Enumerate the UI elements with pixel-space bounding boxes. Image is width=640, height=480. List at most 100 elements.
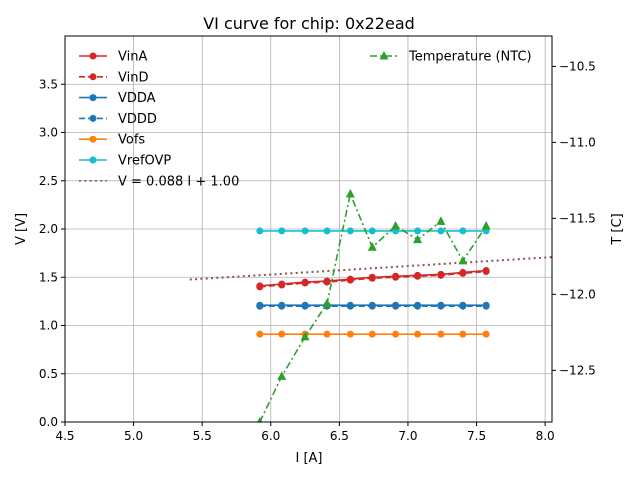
data-point xyxy=(414,272,422,280)
data-point xyxy=(346,302,354,310)
legend-label: VDDD xyxy=(118,112,157,127)
y2-axis: −10.5 −11.0 −11.5 −12.0 −12.5 xyxy=(552,59,596,377)
legend-label: V = 0.088 I + 1.00 xyxy=(118,174,239,189)
data-point xyxy=(256,330,264,338)
legend-label: VinD xyxy=(118,70,148,85)
y-tick-label: 0.5 xyxy=(39,367,58,381)
legend-label: VrefOVP xyxy=(118,154,171,169)
x-tick-label: 6.5 xyxy=(330,429,349,443)
legend-label: VDDA xyxy=(118,91,156,106)
data-point xyxy=(278,330,286,338)
legend-marker xyxy=(89,94,97,102)
data-point xyxy=(346,276,354,284)
legend-label: Vofs xyxy=(118,133,145,148)
legend-marker xyxy=(89,114,97,122)
data-point xyxy=(256,302,264,310)
data-point xyxy=(436,216,446,225)
data-point xyxy=(482,302,490,310)
y-tick-label: 2.0 xyxy=(39,222,58,236)
data-point xyxy=(413,234,423,244)
y2-tick-label: −11.0 xyxy=(559,135,596,149)
y2-axis-label: T [C] xyxy=(610,213,625,245)
legend-marker xyxy=(89,135,97,143)
data-point xyxy=(459,330,467,338)
y-tick-label: 3.5 xyxy=(39,77,58,91)
data-point xyxy=(414,302,422,310)
data-point xyxy=(368,302,376,310)
legend-marker xyxy=(89,156,97,164)
data-point xyxy=(256,283,264,291)
legend: VinA VinD VDDA VDDD Vofs VrefOVP V = 0.088 I +… xyxy=(79,50,239,189)
y-tick-label: 3.0 xyxy=(39,126,58,140)
data-point xyxy=(301,227,309,235)
data-point xyxy=(391,220,401,230)
data-point xyxy=(414,227,422,235)
x-axis: 4.5 5.0 5.5 6.0 6.5 7.0 7.5 8.0 xyxy=(55,422,555,443)
data-point xyxy=(368,330,376,338)
plot-area xyxy=(189,189,552,422)
series-group xyxy=(189,189,552,422)
data-point xyxy=(437,227,445,235)
data-point xyxy=(323,278,331,286)
data-point xyxy=(392,330,400,338)
y-tick-label: 2.5 xyxy=(39,174,58,188)
data-point xyxy=(345,189,355,198)
x-tick-label: 7.5 xyxy=(467,429,486,443)
x-tick-label: 5.5 xyxy=(193,429,212,443)
y-tick-label: 1.5 xyxy=(39,270,58,284)
data-point xyxy=(459,227,467,235)
y-axis-label: V [V] xyxy=(14,213,29,245)
x-tick-label: 5.0 xyxy=(124,429,143,443)
data-point xyxy=(459,269,467,277)
x-tick-label: 7.0 xyxy=(398,429,417,443)
data-point xyxy=(300,331,310,341)
data-point xyxy=(437,302,445,310)
data-point xyxy=(256,227,264,235)
data-point xyxy=(278,281,286,289)
x-tick-label: 6.0 xyxy=(261,429,280,443)
data-point xyxy=(414,330,422,338)
data-point xyxy=(277,371,287,380)
data-point xyxy=(301,302,309,310)
legend-marker xyxy=(89,73,97,81)
fit-line xyxy=(189,256,552,281)
data-point xyxy=(368,227,376,235)
y2-tick-label: −12.0 xyxy=(559,287,596,301)
data-point xyxy=(323,330,331,338)
data-point xyxy=(368,274,376,282)
x-tick-label: 8.0 xyxy=(536,429,555,443)
data-point xyxy=(482,330,490,338)
data-point xyxy=(346,227,354,235)
x-tick-label: 4.5 xyxy=(55,429,74,443)
chart-title: VI curve for chip: 0x22ead xyxy=(203,14,415,33)
legend-marker xyxy=(89,52,97,60)
y2-tick-label: −12.5 xyxy=(559,363,596,377)
data-point xyxy=(437,330,445,338)
y-tick-label: 1.0 xyxy=(39,319,58,333)
data-point xyxy=(323,227,331,235)
legend-marker xyxy=(379,51,389,60)
data-point xyxy=(481,220,491,230)
data-point xyxy=(458,255,468,265)
x-axis-label: I [A] xyxy=(295,451,322,466)
data-point xyxy=(278,302,286,310)
data-point xyxy=(482,267,490,275)
data-point xyxy=(367,242,377,251)
legend-label: Temperature (NTC) xyxy=(408,50,532,65)
grid xyxy=(64,36,552,423)
data-point xyxy=(392,302,400,310)
y2-tick-label: −10.5 xyxy=(559,59,596,73)
data-point xyxy=(322,298,332,307)
y2-tick-label: −11.5 xyxy=(559,211,596,225)
legend-label: VinA xyxy=(118,50,147,65)
legend-temperature: Temperature (NTC) xyxy=(370,50,532,65)
y-tick-label: 0.0 xyxy=(39,415,58,429)
data-point xyxy=(459,302,467,310)
data-point xyxy=(301,279,309,287)
data-point xyxy=(392,273,400,281)
data-point xyxy=(257,417,263,422)
data-point xyxy=(437,271,445,279)
data-point xyxy=(346,330,354,338)
